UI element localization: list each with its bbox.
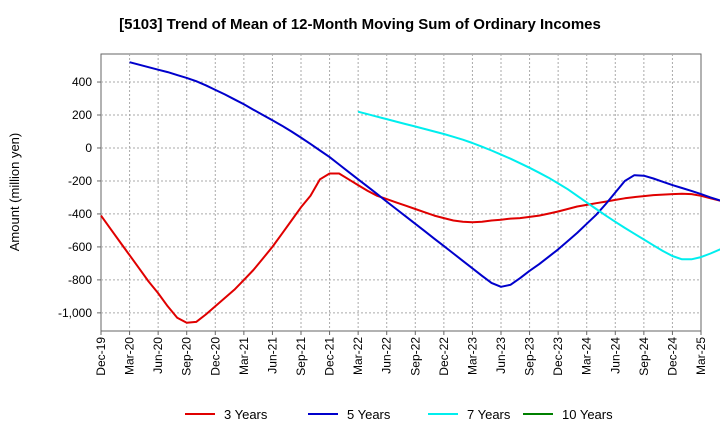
x-tick-label: Sep-20 [180,337,194,376]
series-line-3-years [100,172,720,324]
x-tick-label: Mar-24 [580,337,594,375]
y-tick-label: -600 [68,240,92,254]
x-tick-label: Dec-20 [208,337,222,376]
x-tick-label: Dec-19 [94,337,108,376]
x-tick-label: Jun-20 [151,337,165,374]
x-tick-label: Dec-23 [551,337,565,376]
x-tick-label: Mar-25 [694,337,708,375]
x-tick-label: Dec-24 [665,337,679,376]
legend-item: 10 Years [523,407,613,422]
legend-label: 10 Years [562,407,613,422]
x-tick-label: Jun-21 [265,337,279,374]
legend-label: 3 Years [224,407,268,422]
x-tick-label: Mar-20 [123,337,137,375]
legend-item: 7 Years [428,407,511,422]
x-axis-ticks: Dec-19 Mar-20 Jun-20 Sep-20 Dec-20 Mar-21 Jun-… [94,331,708,376]
x-tick-label: Mar-21 [237,337,251,375]
y-axis-ticks: 400 200 0 -200 -400 -600 -800 -1,000 [58,75,101,320]
x-tick-label: Dec-21 [323,337,337,376]
y-tick-label: 400 [72,75,92,89]
y-axis-label: Amount (million yen) [7,133,22,252]
x-tick-label: Sep-24 [637,337,651,376]
y-tick-label: -1,000 [58,306,92,320]
legend-item: 5 Years [308,407,391,422]
x-tick-label: Sep-21 [294,337,308,376]
series-lines [100,61,720,324]
legend-label: 5 Years [347,407,391,422]
x-tick-label: Jun-24 [608,337,622,374]
x-tick-label: Jun-22 [380,337,394,374]
chart-title: [5103] Trend of Mean of 12-Month Moving … [119,16,601,33]
plot-area: 400 200 0 -200 -400 -600 -800 -1,000 Dec-19 Mar-… [58,53,720,376]
y-tick-label: 200 [72,108,92,122]
x-tick-label: Mar-23 [465,337,479,375]
plot-frame [100,53,702,332]
x-tick-label: Mar-22 [351,337,365,375]
y-tick-label: 0 [85,141,92,155]
series-line-5-years [129,61,720,288]
y-tick-label: -200 [68,174,92,188]
legend-label: 7 Years [467,407,511,422]
x-tick-label: Sep-23 [523,337,537,376]
x-tick-label: Jun-23 [494,337,508,374]
y-tick-label: -800 [68,273,92,287]
series-line-7-years [357,110,720,261]
y-tick-label: -400 [68,207,92,221]
x-tick-label: Dec-22 [437,337,451,376]
legend: 3 Years 5 Years 7 Years 10 Years [185,407,613,422]
legend-item: 3 Years [185,407,268,422]
x-tick-label: Sep-22 [408,337,422,376]
